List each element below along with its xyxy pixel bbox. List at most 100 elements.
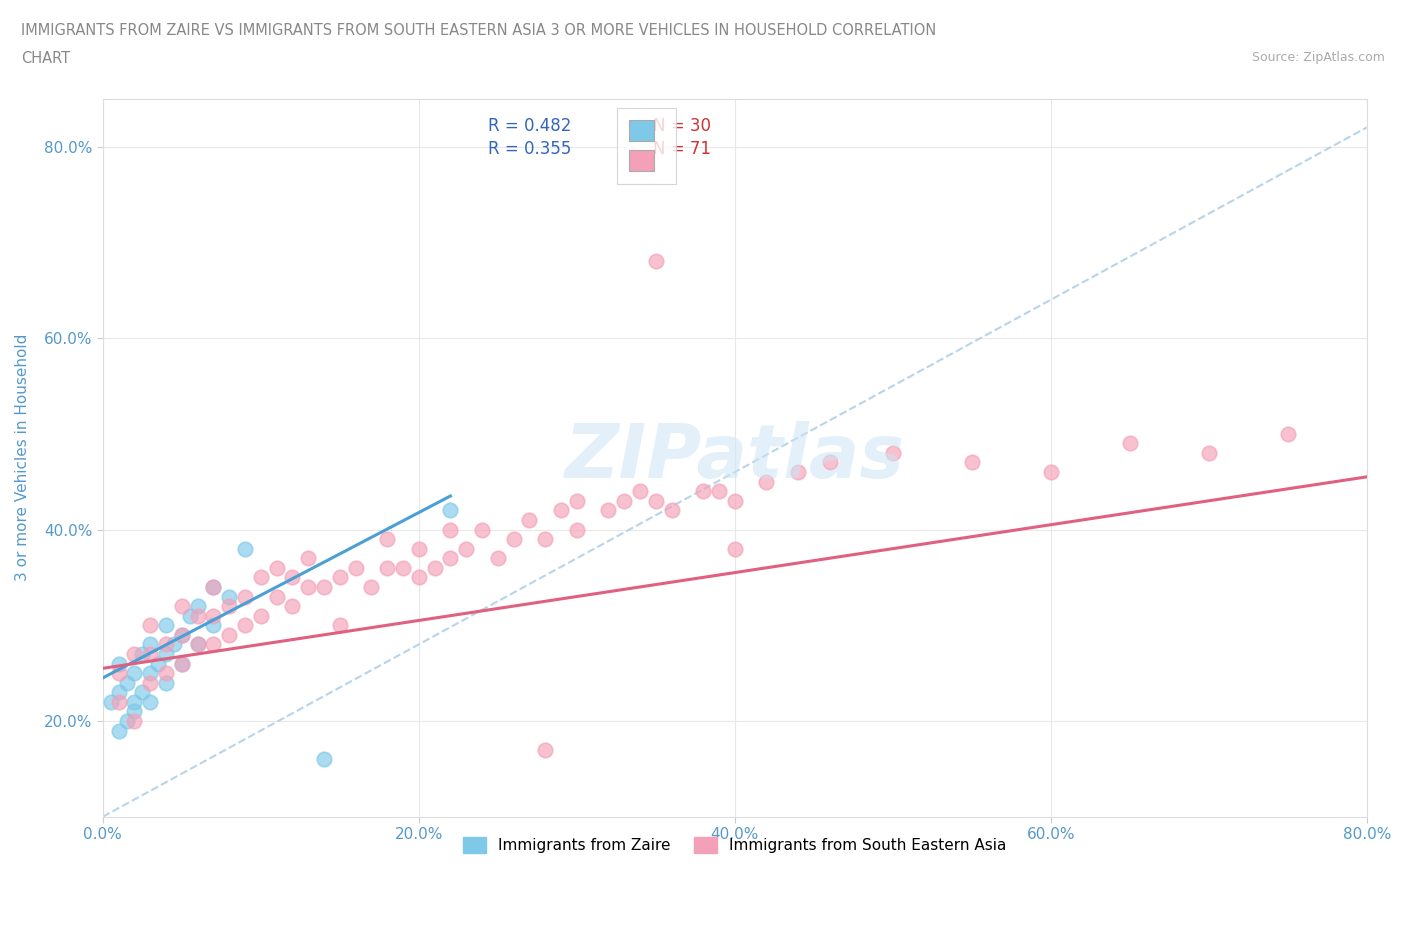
Point [661, 503, 683, 518]
Text: ZIPatlas: ZIPatlas [565, 421, 905, 494]
Point [131, 646, 153, 661]
Point [375, 561, 398, 576]
Point [249, 570, 271, 585]
Point [170, 656, 193, 671]
Point [724, 541, 747, 556]
Point [312, 579, 335, 594]
Point [218, 599, 240, 614]
Point [107, 684, 129, 699]
Point [187, 637, 209, 652]
Point [139, 666, 162, 681]
Point [613, 493, 636, 508]
Point [115, 675, 138, 690]
Point [249, 608, 271, 623]
Point [565, 493, 588, 508]
Point [218, 628, 240, 643]
Point [187, 608, 209, 623]
Point [375, 532, 398, 547]
Point [107, 666, 129, 681]
Point [170, 628, 193, 643]
Point [471, 522, 494, 537]
Point [139, 695, 162, 710]
Point [107, 695, 129, 710]
Point [787, 465, 810, 480]
Point [312, 751, 335, 766]
Point [281, 570, 304, 585]
Point [281, 599, 304, 614]
Point [329, 570, 352, 585]
Point [329, 618, 352, 632]
Point [423, 561, 446, 576]
Point [628, 484, 651, 498]
Point [202, 618, 225, 632]
Point [344, 561, 367, 576]
Point [146, 656, 169, 671]
Point [155, 675, 177, 690]
Point [107, 656, 129, 671]
Text: R = 0.355: R = 0.355 [488, 140, 572, 158]
Text: CHART: CHART [21, 51, 70, 66]
Point [644, 254, 666, 269]
Point [202, 579, 225, 594]
Point [139, 646, 162, 661]
Point [155, 666, 177, 681]
Point [170, 656, 193, 671]
Point [755, 474, 778, 489]
Point [233, 618, 256, 632]
Legend: Immigrants from Zaire, Immigrants from South Eastern Asia: Immigrants from Zaire, Immigrants from S… [457, 830, 1012, 859]
Point [960, 455, 983, 470]
Y-axis label: 3 or more Vehicles in Household: 3 or more Vehicles in Household [15, 334, 30, 581]
Point [534, 742, 557, 757]
Point [1119, 436, 1142, 451]
Point [155, 646, 177, 661]
Point [297, 579, 319, 594]
Point [565, 522, 588, 537]
Point [456, 541, 478, 556]
Point [266, 561, 288, 576]
Point [439, 551, 461, 565]
Point [131, 684, 153, 699]
Point [724, 493, 747, 508]
Point [115, 713, 138, 728]
Point [534, 532, 557, 547]
Point [1039, 465, 1062, 480]
Point [170, 628, 193, 643]
Point [439, 503, 461, 518]
Point [202, 579, 225, 594]
Text: N = 71: N = 71 [652, 140, 710, 158]
Point [882, 445, 904, 460]
Point [266, 589, 288, 604]
Point [486, 551, 509, 565]
Text: IMMIGRANTS FROM ZAIRE VS IMMIGRANTS FROM SOUTH EASTERN ASIA 3 OR MORE VEHICLES I: IMMIGRANTS FROM ZAIRE VS IMMIGRANTS FROM… [21, 23, 936, 38]
Point [519, 512, 541, 527]
Point [124, 695, 146, 710]
Point [1277, 426, 1299, 441]
Point [502, 532, 524, 547]
Point [218, 589, 240, 604]
Point [100, 695, 122, 710]
Point [163, 637, 186, 652]
Point [644, 493, 666, 508]
Point [550, 503, 572, 518]
Point [179, 608, 201, 623]
Point [124, 704, 146, 719]
Point [439, 522, 461, 537]
Point [139, 675, 162, 690]
Point [187, 637, 209, 652]
Point [107, 724, 129, 738]
Point [155, 637, 177, 652]
Point [707, 484, 730, 498]
Point [692, 484, 714, 498]
Point [818, 455, 841, 470]
Point [408, 541, 430, 556]
Point [598, 503, 620, 518]
Point [187, 599, 209, 614]
Point [392, 561, 415, 576]
Point [124, 646, 146, 661]
Point [408, 570, 430, 585]
Point [1198, 445, 1220, 460]
Point [139, 637, 162, 652]
Point [233, 589, 256, 604]
Point [297, 551, 319, 565]
Text: N = 30: N = 30 [652, 116, 710, 135]
